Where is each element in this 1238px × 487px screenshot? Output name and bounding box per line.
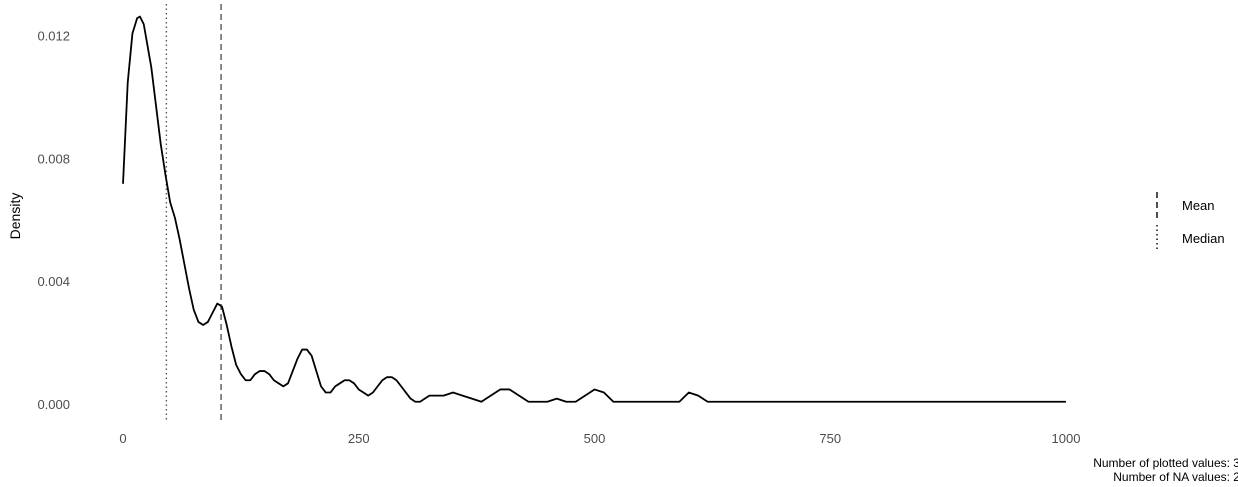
legend-label-mean: Mean — [1182, 198, 1215, 213]
y-tick-label: 0.012 — [37, 29, 70, 44]
x-tick-label: 1000 — [1052, 431, 1081, 446]
y-tick-label: 0.004 — [37, 274, 70, 289]
x-axis-ticks: 0 250 500 750 1000 — [119, 431, 1080, 446]
y-axis-title: Density — [7, 193, 23, 240]
y-tick-label: 0.008 — [37, 151, 70, 166]
caption-line: Number of plotted values: 3236 — [1093, 456, 1238, 470]
density-curve — [122, 15, 1066, 403]
x-tick-label: 250 — [348, 431, 370, 446]
y-tick-label: 0.000 — [37, 397, 70, 412]
x-tick-label: 750 — [819, 431, 841, 446]
reference-lines — [165, 4, 222, 422]
x-tick-label: 500 — [584, 431, 606, 446]
caption-line: Number of NA values: 2705 — [1113, 470, 1238, 484]
legend: Mean Median — [1156, 192, 1225, 251]
x-tick-label: 0 — [119, 431, 126, 446]
y-axis-ticks: 0.000 0.004 0.008 0.012 — [37, 29, 70, 412]
legend-label-median: Median — [1182, 231, 1225, 246]
plot-captions: Number of plotted values: 3236Number of … — [1093, 456, 1238, 484]
